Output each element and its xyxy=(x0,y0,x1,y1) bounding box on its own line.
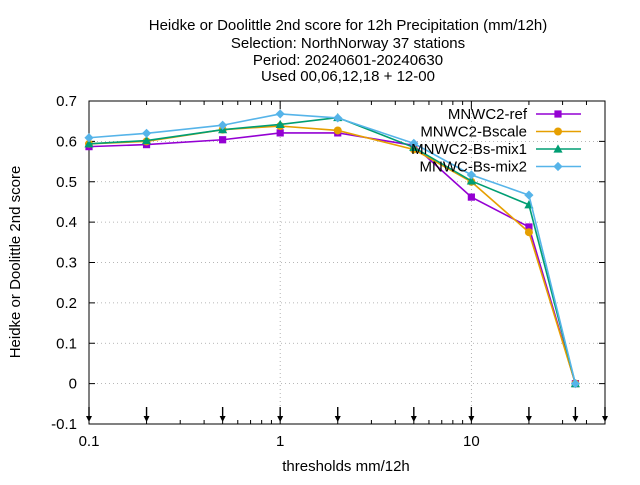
plot-frame xyxy=(88,100,606,425)
data-point xyxy=(275,119,285,129)
y-axis-label: Heidke or Doolittle 2nd score xyxy=(7,166,24,359)
y-tick-label: 0.1 xyxy=(56,335,77,352)
legend-entry: MNWC2-ref xyxy=(448,106,581,123)
data-point xyxy=(141,128,152,138)
y-tick-label: 0.3 xyxy=(56,255,77,272)
data-point xyxy=(333,113,343,123)
title-line-3: Period: 20240601-20240630 xyxy=(253,52,443,69)
y-tick-label: 0.4 xyxy=(56,214,77,231)
data-point xyxy=(554,127,562,136)
tick-labels: -0.1 0 0.1 0.2 0.3 0.4 0.5 0.6 0.7 0.1 1 10 xyxy=(51,93,606,450)
threshold-arrow xyxy=(86,407,92,422)
x-tick-label: 10 xyxy=(463,433,480,450)
data-point xyxy=(553,161,563,172)
data-point xyxy=(333,126,342,135)
data-point xyxy=(218,120,228,130)
data-point xyxy=(570,379,580,389)
y-tick-label: 0 xyxy=(69,376,77,393)
data-point xyxy=(409,138,419,148)
data-point xyxy=(84,139,94,148)
x-tick-label: 0.1 xyxy=(79,433,100,450)
data-point xyxy=(219,136,227,144)
threshold-arrow xyxy=(602,407,608,422)
legend-label: MNWC2-ref xyxy=(448,106,528,123)
threshold-arrow xyxy=(572,407,579,422)
series-mnwc-bs-mix2 xyxy=(84,109,580,389)
data-point xyxy=(141,135,152,145)
threshold-arrow xyxy=(525,407,532,422)
grid xyxy=(89,101,605,424)
data-point xyxy=(524,228,533,237)
x-tick-label: 1 xyxy=(276,433,284,450)
data-point xyxy=(554,110,562,118)
data-point xyxy=(466,176,476,185)
y-tick-label: 0.5 xyxy=(56,174,77,191)
data-point xyxy=(466,170,476,180)
data-point xyxy=(524,190,534,200)
legend-entry: MNWC-Bs-mix2 xyxy=(420,159,581,176)
data-point xyxy=(276,129,284,137)
legend-entry: MNWC2-Bscale xyxy=(420,124,581,141)
legend-label: MNWC2-Bs-mix1 xyxy=(411,141,527,158)
chart-title: Heidke or Doolittle 2nd score for 12h Pr… xyxy=(149,17,548,85)
title-line-1: Heidke or Doolittle 2nd score for 12h Pr… xyxy=(149,17,548,34)
data-point xyxy=(525,223,533,231)
legend: MNWC2-refMNWC2-BscaleMNWC2-Bs-mix1MNWC-B… xyxy=(411,106,581,176)
title-line-4: Used 00,06,12,18 + 12-00 xyxy=(261,68,435,85)
threshold-arrow xyxy=(277,407,284,422)
data-point xyxy=(553,144,563,153)
threshold-markers xyxy=(86,407,608,422)
y-tick-label: -0.1 xyxy=(51,416,77,433)
legend-label: MNWC-Bs-mix2 xyxy=(420,159,527,176)
threshold-arrow xyxy=(410,407,417,422)
series-group xyxy=(84,109,580,389)
y-tick-label: 0.2 xyxy=(56,295,77,312)
threshold-arrow xyxy=(143,407,150,422)
y-tick-label: 0.7 xyxy=(56,93,77,110)
legend-label: MNWC2-Bscale xyxy=(420,124,527,141)
legend-entry: MNWC2-Bs-mix1 xyxy=(411,141,581,158)
x-axis-label: thresholds mm/12h xyxy=(282,458,410,475)
y-tick-label: 0.6 xyxy=(56,133,77,150)
threshold-arrow xyxy=(219,407,226,422)
threshold-arrow xyxy=(468,407,475,422)
threshold-arrow xyxy=(334,407,341,422)
data-point xyxy=(467,193,475,201)
data-point xyxy=(84,133,94,143)
data-point xyxy=(275,109,285,119)
axes xyxy=(88,100,606,425)
title-line-2: Selection: NorthNorway 37 stations xyxy=(231,35,465,52)
